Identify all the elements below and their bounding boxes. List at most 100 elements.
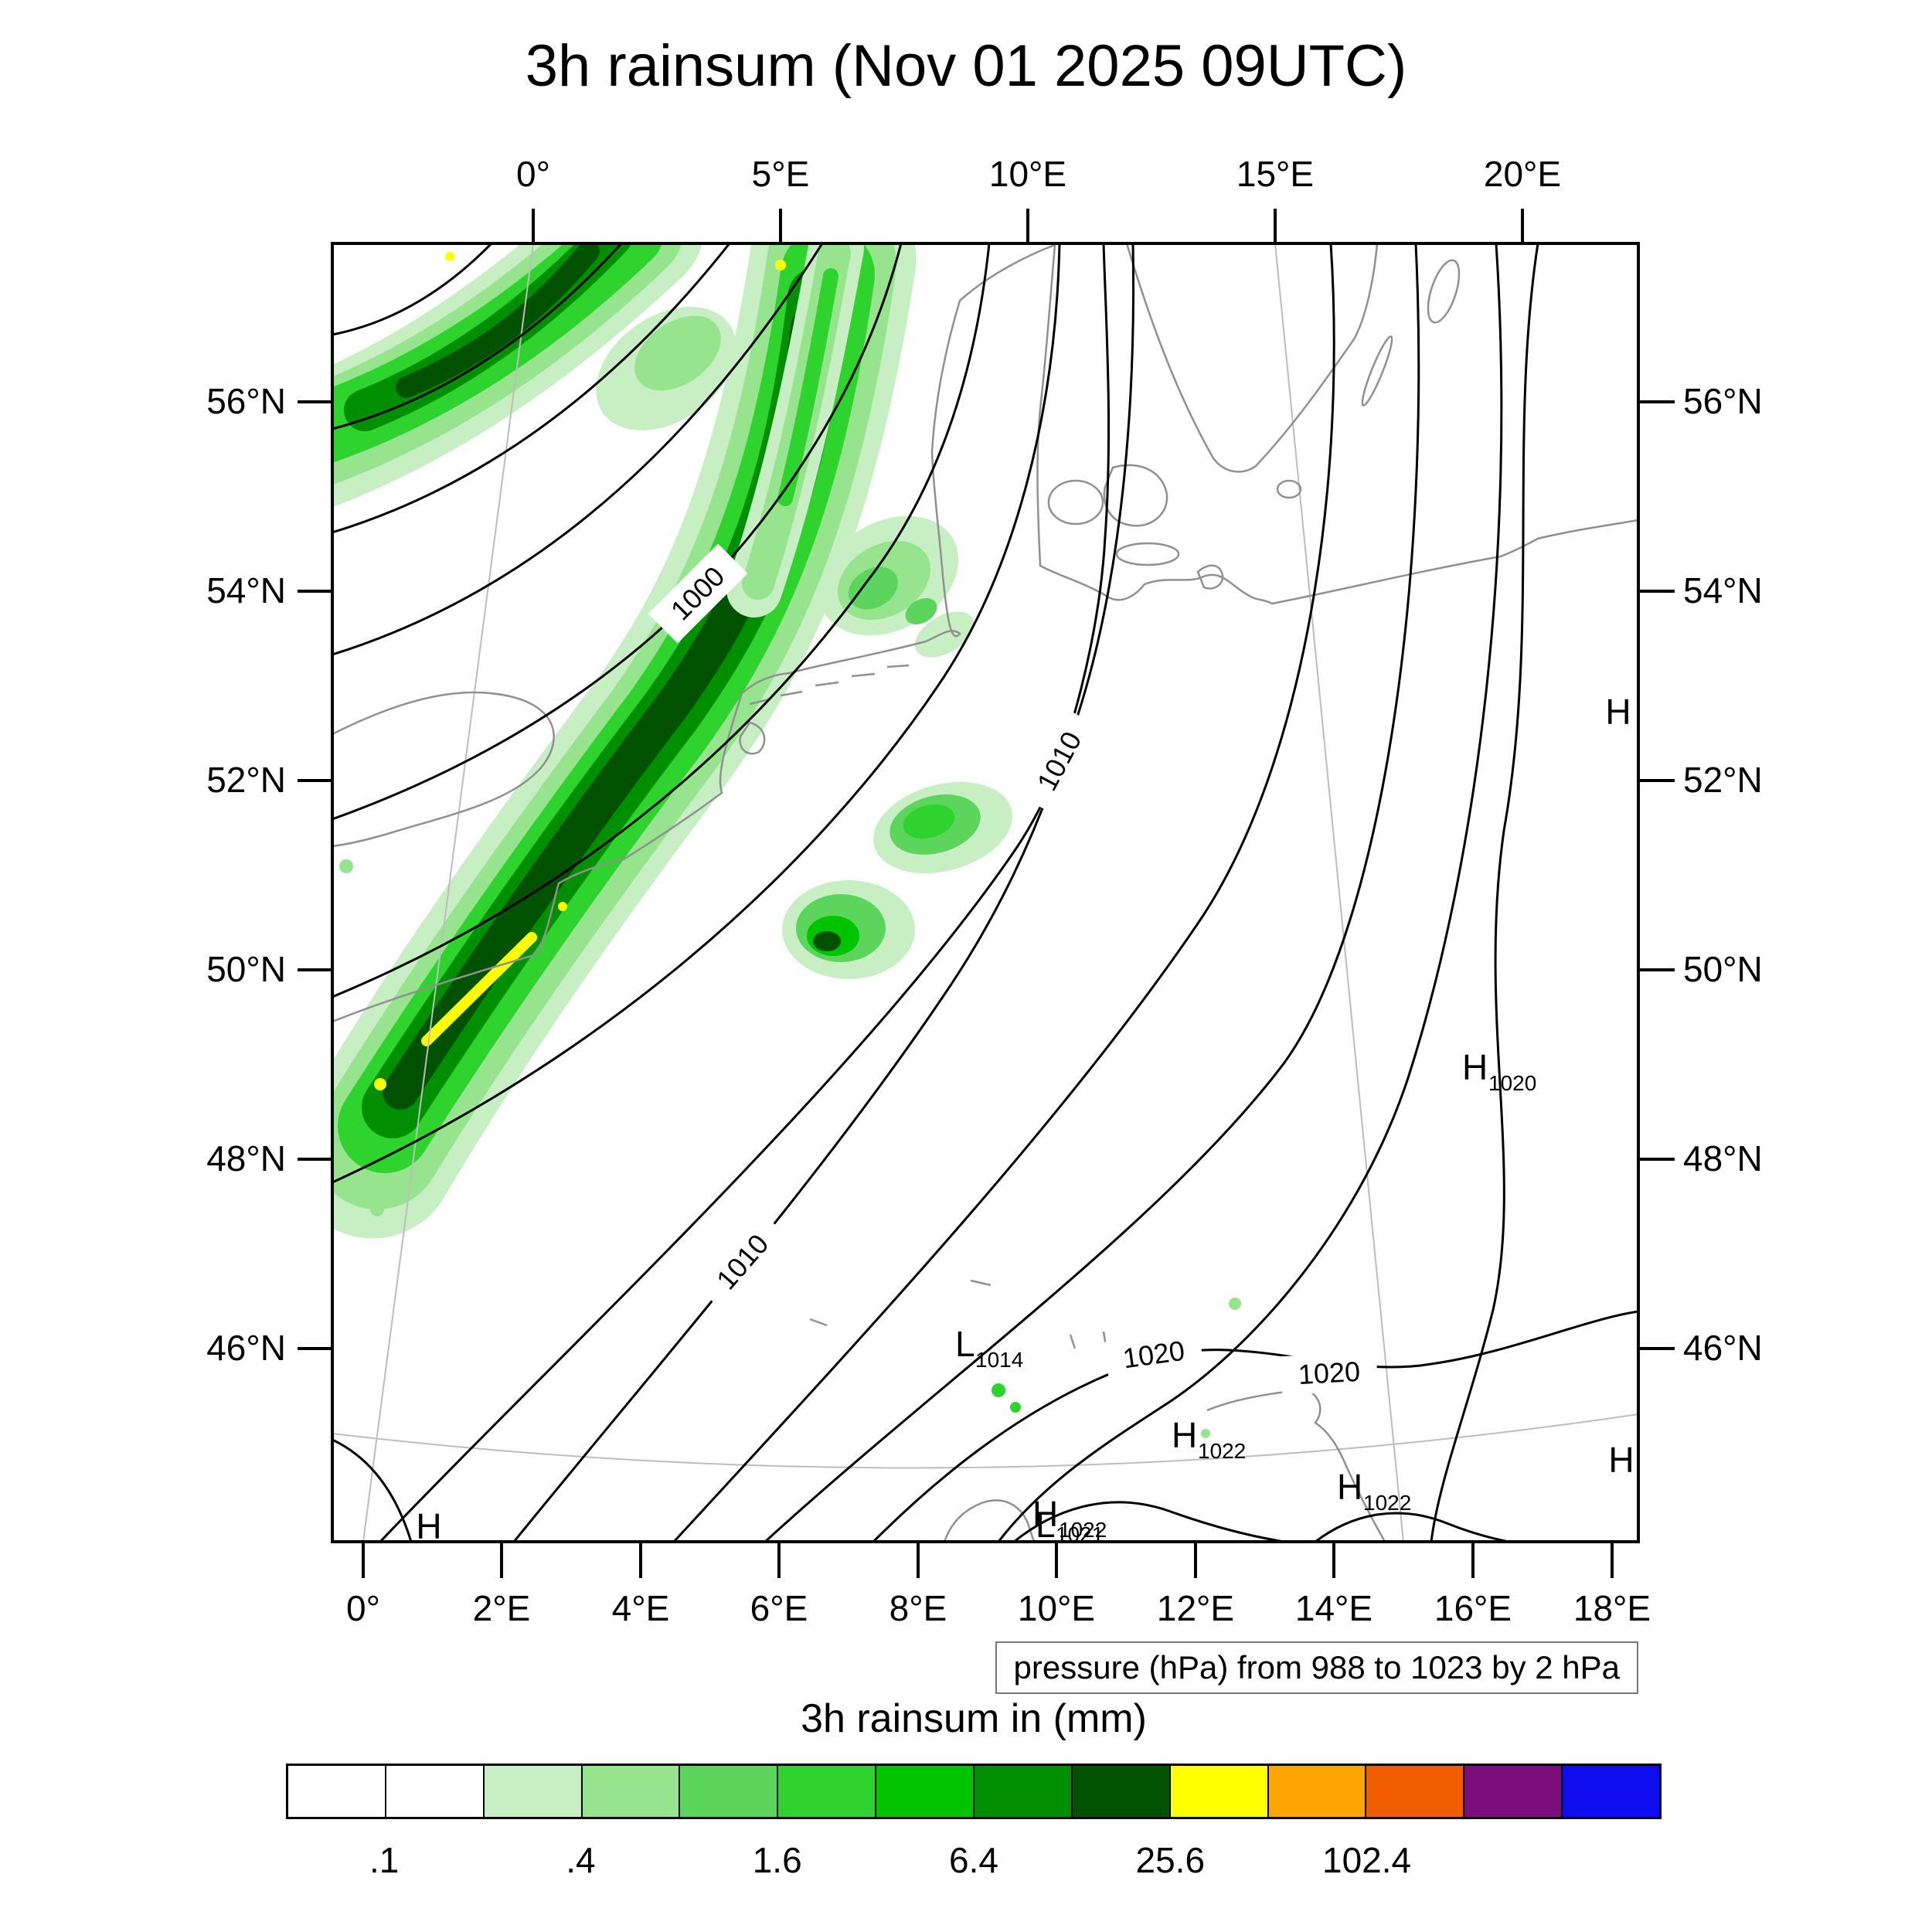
coastline-island [1115,542,1180,566]
colorbar-cell [1168,1766,1267,1817]
rain-heavy-core [421,932,537,1046]
rain-patch [634,315,721,391]
right-axis-label: 54°N [1683,570,1763,611]
coastline-path [1206,1388,1386,1542]
right-axis-label: 52°N [1683,760,1763,800]
left-axis-label: 56°N [206,381,286,421]
top-axis-label: 15°E [1236,154,1315,194]
colorbar-tick-label: 6.4 [949,1840,998,1880]
axis-tick [1640,1347,1675,1350]
axis-tick [298,1347,332,1350]
rain-speck [1229,1298,1241,1310]
contour-label: 1020 [1280,1351,1379,1396]
axis-tick [298,779,332,782]
axis-tick [1640,400,1675,403]
graticule [332,243,1638,1542]
rain-band-layer [396,243,600,398]
colorbar-ticks: .1 .4 1.6 6.4 25.6 102.4 [286,1839,1662,1886]
map-canvas: 1000 1010 1010 1020 1020 H H 1020 L [331,242,1640,1546]
axis-tick [1026,209,1029,243]
colorbar-cell [875,1766,974,1817]
left-axis-label: 50°N [206,949,286,989]
isobar-path [1013,1501,1285,1542]
rain-speck [370,1202,384,1216]
isobar-path [872,1310,1638,1542]
isobar-path [332,243,731,534]
top-axis-label: 10°E [988,154,1067,194]
isobar-path [1315,1512,1509,1542]
coastline-island [1103,464,1168,527]
pressure-center-letter: H [1462,1047,1488,1087]
axis-tick [298,968,332,971]
coastline-island [1276,479,1302,499]
map-area: 1000 1010 1010 1020 1020 H H 1020 L [331,242,1640,1546]
bottom-axis-label: 2°E [472,1588,531,1628]
colorbar-cell [973,1766,1071,1817]
colorbar-cell [384,1766,483,1817]
pressure-center-value: 1014 [975,1348,1023,1372]
axis-tick [1055,1543,1058,1578]
rain-speck [339,859,353,873]
colorbar-tick-label: .4 [566,1840,596,1880]
colorbar-cell [580,1766,679,1817]
pressure-center-letter: H [1337,1467,1362,1507]
axis-tick [1640,1158,1675,1161]
coastline-island [1427,259,1461,324]
coastline-path [739,721,766,755]
colorbar-cell [1561,1766,1660,1817]
coastline-island [1047,479,1104,526]
colorbar-cell [1070,1766,1169,1817]
axis-tick [1640,968,1675,971]
axis-tick [298,1158,332,1161]
isobar-path [332,243,493,336]
isobar-path [332,243,903,821]
rain-speck [1201,1429,1210,1438]
axis-tick [639,1543,642,1578]
plot-title: 3h rainsum (Nov 01 2025 09UTC) [525,33,1407,99]
isobar-path [332,243,824,656]
map-frame [331,242,1640,1543]
axis-tick [1640,779,1675,782]
top-axis-label: 5°E [751,154,810,194]
pressure-center-letter: L [955,1324,975,1364]
coastline-island [1196,564,1224,590]
colorbar-tick-label: 102.4 [1322,1840,1412,1880]
top-axis-label: 20°E [1483,154,1562,194]
isobar-path [332,243,991,998]
rain-speck [1010,1402,1021,1413]
colorbar-cell [679,1766,777,1817]
rain-patch [849,566,898,610]
map-labels: 1000 1010 1010 1020 1020 H H 1020 L [416,543,1634,1546]
isobar-path [332,243,1061,1184]
graticule-meridian [1274,243,1404,1542]
coastline-path [332,243,1638,1023]
coastline-island [1361,335,1393,406]
pressure-center-value: 1022 [1363,1491,1411,1515]
pressure-center-letter: H [416,1506,441,1546]
bottom-axis-label: 10°E [1017,1588,1096,1628]
rain-patch [905,597,937,625]
isobar-path [332,243,623,430]
right-axis-label: 50°N [1683,949,1763,989]
contour-label: 1010 [695,1211,791,1313]
isobar-path [672,243,1335,1542]
colorbar-cell [288,1766,385,1817]
left-axis-label: 48°N [206,1138,286,1179]
rain-speck [992,1383,1005,1397]
pressure-center-value: 1022 [1198,1439,1246,1463]
isobar-path [997,243,1503,1542]
isobars [332,243,1638,1542]
contour-label: 1010 [1018,708,1101,815]
bottom-axis-label: 14°E [1294,1588,1373,1628]
pressure-caption: pressure (hPa) from 988 to 1023 by 2 hPa [995,1641,1638,1694]
right-axis-label: 46°N [1683,1328,1763,1368]
colorbar-title: 3h rainsum in (mm) [801,1696,1147,1741]
axis-tick [298,590,332,593]
isobar-path [332,1438,413,1542]
bottom-axis-label: 8°E [889,1588,947,1628]
rain-speck [775,260,786,270]
colorbar-cell [482,1766,581,1817]
bottom-axis-label: 6°E [750,1588,808,1628]
axis-tick [362,1543,365,1578]
